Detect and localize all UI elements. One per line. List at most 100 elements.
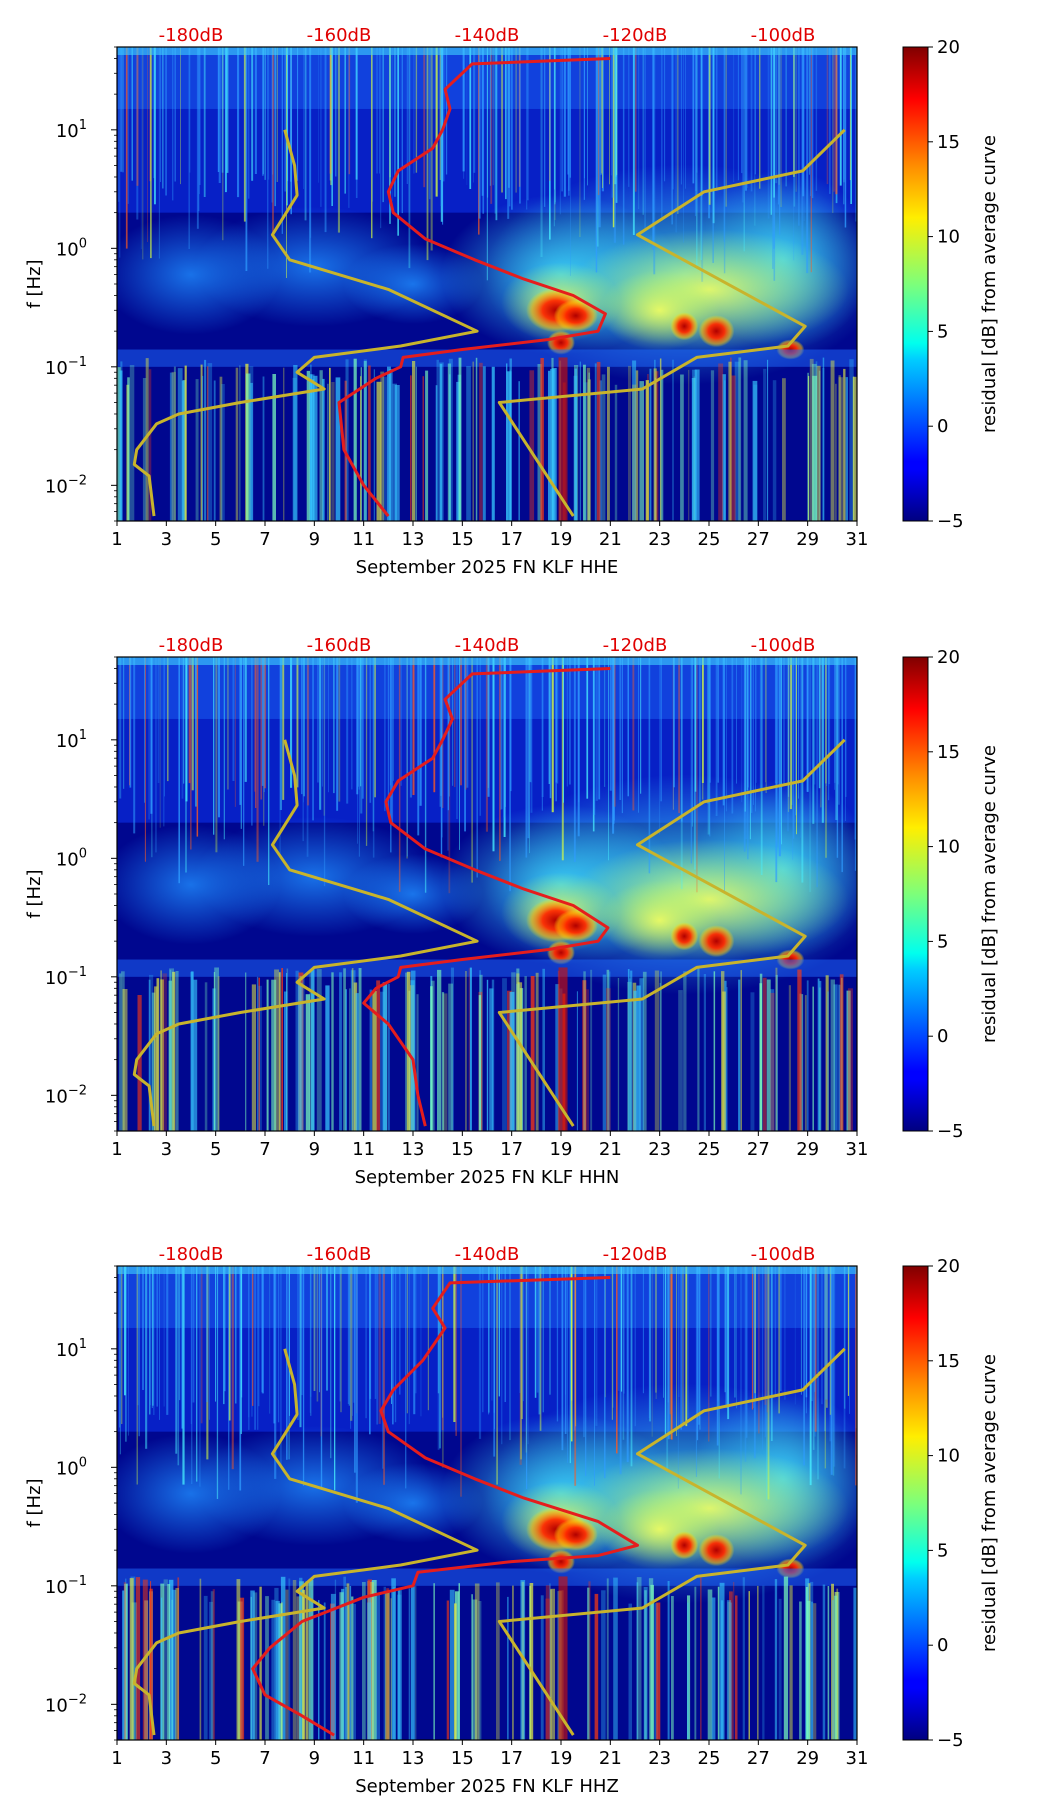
top-db-tick-label: -120dB: [603, 25, 668, 46]
colorbar-tick-label: −5: [937, 1730, 964, 1751]
noise-model-line-2: [497, 738, 846, 1127]
heatmap: [117, 657, 857, 1131]
colorbar-tick-label: 0: [937, 1635, 948, 1656]
x-tick-label: 19: [550, 1748, 573, 1769]
x-tick-label: 29: [796, 1748, 819, 1769]
x-tick-label: 11: [352, 1748, 375, 1769]
x-tick-label: 15: [451, 529, 474, 550]
x-tick-label: 23: [648, 529, 671, 550]
x-tick-label: 19: [550, 529, 573, 550]
y-axis-label: f [Hz]: [24, 869, 45, 918]
x-tick-label: 3: [161, 529, 172, 550]
colorbar-tick-label: 20: [937, 1256, 960, 1277]
x-tick-label: 25: [698, 1748, 721, 1769]
colorbar-label: residual [dB] from average curve: [979, 1354, 1000, 1652]
colorbar-tick-label: 10: [937, 837, 960, 858]
colorbar-tick-label: 0: [937, 416, 948, 437]
x-tick-label: 27: [747, 1748, 770, 1769]
x-tick-label: 15: [451, 1139, 474, 1160]
y-tick-label: 100: [56, 1455, 87, 1479]
x-tick-label: 25: [698, 529, 721, 550]
x-tick-label: 21: [599, 1139, 622, 1160]
top-db-tick-label: -120dB: [603, 635, 668, 656]
colorbar-tick-label: 5: [937, 321, 948, 342]
x-tick-label: 11: [352, 529, 375, 550]
top-db-tick-label: -160dB: [307, 635, 372, 656]
x-tick-label: 1: [111, 1748, 122, 1769]
x-tick-label: 17: [500, 1748, 523, 1769]
x-tick-label: 19: [550, 1139, 573, 1160]
colorbar-tick-label: −5: [937, 1121, 964, 1142]
top-db-tick-label: -160dB: [307, 1244, 372, 1265]
top-db-tick-label: -100dB: [751, 635, 816, 656]
colorbar-tick-label: −5: [937, 511, 964, 532]
x-tick-label: 15: [451, 1748, 474, 1769]
x-tick-label: 11: [352, 1139, 375, 1160]
psd-median-line: [337, 57, 611, 518]
x-axis-label: September 2025 FN KLF HHN: [355, 1167, 620, 1188]
y-tick-label: 10−2: [45, 1692, 87, 1716]
x-tick-label: 29: [796, 1139, 819, 1160]
x-tick-label: 25: [698, 1139, 721, 1160]
heatmap: [117, 47, 857, 521]
x-tick-label: 23: [648, 1748, 671, 1769]
x-tick-label: 5: [210, 1748, 221, 1769]
noise-model-line-2: [497, 128, 846, 517]
x-tick-label: 29: [796, 529, 819, 550]
noise-model-line-1: [132, 129, 479, 517]
x-tick-label: 17: [500, 529, 523, 550]
psd-median-line: [362, 667, 611, 1127]
x-tick-label: 9: [309, 1139, 320, 1160]
colorbar: [902, 1265, 929, 1741]
top-db-tick-label: -160dB: [307, 25, 372, 46]
y-tick-label: 101: [56, 728, 87, 752]
heatmap: [117, 1266, 857, 1740]
x-tick-label: 13: [402, 529, 425, 550]
x-axis-label: September 2025 FN KLF HHE: [356, 557, 619, 578]
noise-model-line-1: [132, 739, 479, 1127]
x-tick-label: 13: [402, 1748, 425, 1769]
y-tick-label: 101: [56, 1337, 87, 1361]
x-tick-label: 9: [309, 1748, 320, 1769]
x-tick-label: 23: [648, 1139, 671, 1160]
top-db-tick-label: -180dB: [159, 25, 224, 46]
noise-model-line-2: [497, 1347, 846, 1736]
top-db-tick-label: -120dB: [603, 1244, 668, 1265]
x-tick-label: 7: [259, 529, 270, 550]
y-tick-label: 100: [56, 846, 87, 870]
y-tick-label: 10−1: [45, 965, 87, 989]
top-db-tick-label: -140dB: [455, 635, 520, 656]
x-tick-label: 1: [111, 529, 122, 550]
y-tick-label: 10−1: [45, 1574, 87, 1598]
x-tick-label: 21: [599, 529, 622, 550]
y-tick-label: 10−2: [45, 473, 87, 497]
colorbar-tick-label: 10: [937, 1446, 960, 1467]
y-tick-label: 10−2: [45, 1083, 87, 1107]
x-tick-label: 27: [747, 529, 770, 550]
y-tick-label: 10−1: [45, 355, 87, 379]
colorbar: [902, 46, 929, 522]
top-db-tick-label: -180dB: [159, 1244, 224, 1265]
top-db-tick-label: -100dB: [751, 25, 816, 46]
noise-model-line-1: [132, 1348, 479, 1736]
x-tick-label: 17: [500, 1139, 523, 1160]
x-tick-label: 31: [846, 529, 869, 550]
colorbar-tick-label: 20: [937, 647, 960, 668]
top-db-tick-label: -100dB: [751, 1244, 816, 1265]
colorbar-tick-label: 0: [937, 1026, 948, 1047]
top-db-tick-label: -180dB: [159, 635, 224, 656]
colorbar-tick-label: 15: [937, 742, 960, 763]
y-tick-label: 100: [56, 236, 87, 260]
x-tick-label: 7: [259, 1748, 270, 1769]
x-tick-label: 27: [747, 1139, 770, 1160]
psd-median-line: [251, 1276, 639, 1737]
colorbar-tick-label: 5: [937, 1540, 948, 1561]
colorbar-tick-label: 5: [937, 931, 948, 952]
colorbar-label: residual [dB] from average curve: [979, 135, 1000, 433]
y-axis-label: f [Hz]: [24, 259, 45, 308]
x-tick-label: 13: [402, 1139, 425, 1160]
